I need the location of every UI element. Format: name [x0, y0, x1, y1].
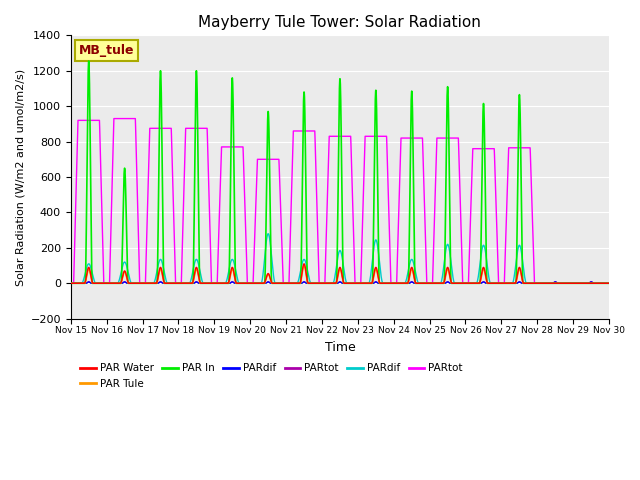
Text: MB_tule: MB_tule [79, 44, 134, 57]
Title: Mayberry Tule Tower: Solar Radiation: Mayberry Tule Tower: Solar Radiation [198, 15, 481, 30]
Legend: PAR Water, PAR Tule, PAR In, PARdif, PARtot, PARdif, PARtot: PAR Water, PAR Tule, PAR In, PARdif, PAR… [76, 360, 467, 393]
Y-axis label: Solar Radiation (W/m2 and umol/m2/s): Solar Radiation (W/m2 and umol/m2/s) [15, 69, 25, 286]
X-axis label: Time: Time [324, 341, 355, 354]
